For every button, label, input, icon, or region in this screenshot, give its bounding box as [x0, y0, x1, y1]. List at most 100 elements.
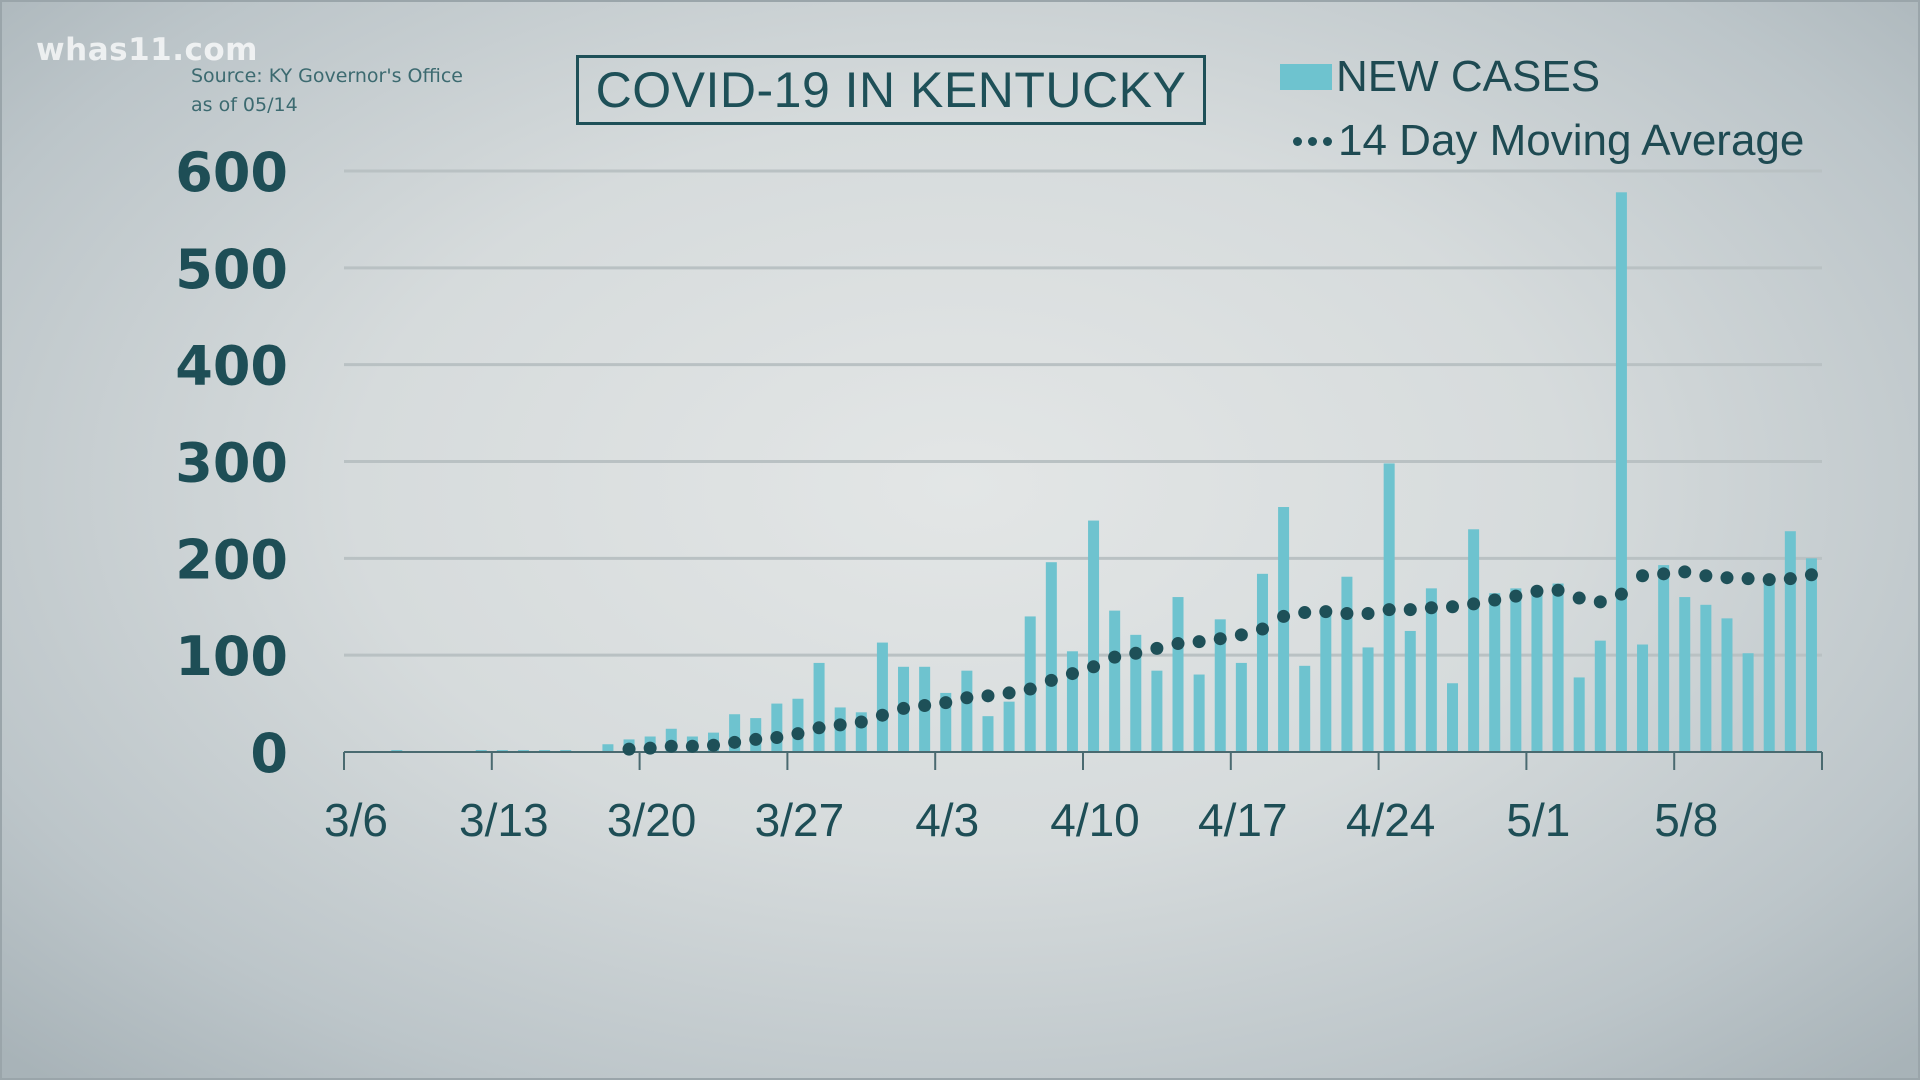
legend-label: NEW CASES	[1336, 52, 1601, 101]
y-tick-label: 400	[175, 335, 288, 398]
moving-average-dot	[918, 699, 932, 713]
moving-average-dot	[1277, 609, 1291, 623]
moving-average-dot	[1361, 607, 1375, 621]
x-tick-label: 3/6	[324, 794, 388, 846]
bar	[1130, 634, 1142, 752]
bar	[1425, 588, 1437, 752]
moving-average-dot	[1657, 567, 1671, 581]
y-tick-label: 300	[175, 432, 288, 495]
bar-swatch-icon	[1280, 64, 1332, 90]
moving-average-dot	[833, 718, 847, 732]
bar	[1362, 647, 1374, 752]
bar	[1066, 651, 1078, 752]
bar	[1299, 665, 1311, 752]
x-tick-label: 4/24	[1346, 794, 1436, 846]
bar	[792, 698, 804, 752]
moving-average-dot	[1192, 635, 1206, 649]
bar	[1700, 604, 1712, 752]
bar	[1489, 593, 1501, 752]
moving-average-dot	[1023, 682, 1037, 696]
bar	[876, 642, 888, 752]
bar	[982, 716, 994, 752]
moving-average-dot	[707, 738, 720, 752]
bar	[1320, 614, 1332, 752]
moving-average-dot	[1403, 603, 1417, 617]
bar	[1510, 588, 1522, 752]
moving-average-dot	[1255, 622, 1269, 636]
bar	[1805, 558, 1817, 752]
x-tick-label: 3/13	[459, 794, 549, 846]
bar	[1763, 581, 1775, 752]
bar	[1214, 619, 1226, 752]
bar	[1637, 644, 1649, 752]
moving-average-dot	[1108, 650, 1122, 664]
bar	[1172, 597, 1184, 752]
bar	[602, 744, 614, 752]
moving-average-dot	[1509, 589, 1523, 603]
moving-average-dot	[622, 742, 636, 756]
bar	[771, 703, 783, 752]
moving-average-dot	[1467, 597, 1481, 611]
x-tick-label: 3/20	[607, 794, 697, 846]
moving-average-dot	[1298, 606, 1312, 620]
moving-average-dot	[1678, 565, 1692, 579]
bar	[1658, 565, 1670, 752]
x-tick-label: 3/27	[755, 794, 845, 846]
legend: NEW CASES 14 Day Moving Average	[1280, 45, 1804, 173]
moving-average-dot	[1213, 632, 1227, 646]
as-of-date: as of 05/14	[191, 94, 298, 116]
bar	[1552, 583, 1564, 752]
station-logo: whas11.com	[36, 32, 258, 68]
bar	[1109, 610, 1121, 752]
legend-label: 14 Day Moving Average	[1338, 116, 1805, 165]
bar	[1447, 683, 1458, 752]
moving-average-dot	[1530, 584, 1544, 598]
bar	[1045, 562, 1057, 752]
moving-average-dot	[685, 739, 699, 753]
moving-average-dot	[1551, 583, 1565, 597]
bar	[1151, 670, 1163, 752]
bars	[349, 192, 1817, 752]
bar	[940, 692, 952, 752]
moving-average-dots	[622, 565, 1818, 756]
moving-average-dot	[854, 715, 868, 729]
moving-average-dot	[749, 732, 763, 746]
moving-average-dot	[812, 721, 826, 735]
moving-average-dot	[1171, 637, 1185, 651]
legend-item-new-cases: NEW CASES	[1280, 45, 1804, 109]
bar	[1341, 576, 1353, 752]
moving-average-dot	[1593, 595, 1607, 609]
moving-average-dot	[1720, 571, 1734, 585]
bar	[1742, 653, 1754, 752]
bar	[1193, 674, 1205, 752]
y-tick-label: 0	[250, 722, 288, 785]
bar	[1784, 531, 1796, 752]
moving-average-dot	[643, 741, 657, 755]
y-tick-label: 100	[175, 625, 288, 688]
moving-average-dot	[1002, 686, 1016, 700]
moving-average-dot	[1150, 641, 1164, 655]
moving-average-dot	[1699, 569, 1713, 583]
bar	[813, 662, 825, 752]
x-tick-label: 4/3	[915, 794, 979, 846]
moving-average-dot	[664, 739, 678, 753]
moving-average-dot	[1424, 601, 1438, 615]
moving-average-dot	[1614, 587, 1628, 601]
moving-average-dot	[1783, 572, 1797, 586]
moving-average-dot	[1319, 605, 1333, 619]
moving-average-dot	[1382, 603, 1396, 617]
moving-average-dot	[897, 701, 911, 715]
moving-average-dot	[1804, 568, 1818, 582]
moving-average-dot	[1762, 573, 1776, 587]
bar	[1278, 507, 1290, 752]
moving-average-dot	[1488, 593, 1502, 607]
moving-average-dot	[939, 696, 953, 710]
bar	[1088, 520, 1100, 752]
bar	[1615, 192, 1627, 752]
x-tick-label: 5/8	[1654, 794, 1718, 846]
moving-average-dot	[960, 691, 974, 705]
legend-item-moving-average: 14 Day Moving Average	[1280, 109, 1804, 173]
moving-average-dot	[791, 727, 805, 741]
chart-title-box: COVID-19 IN KENTUCKY	[576, 55, 1206, 125]
